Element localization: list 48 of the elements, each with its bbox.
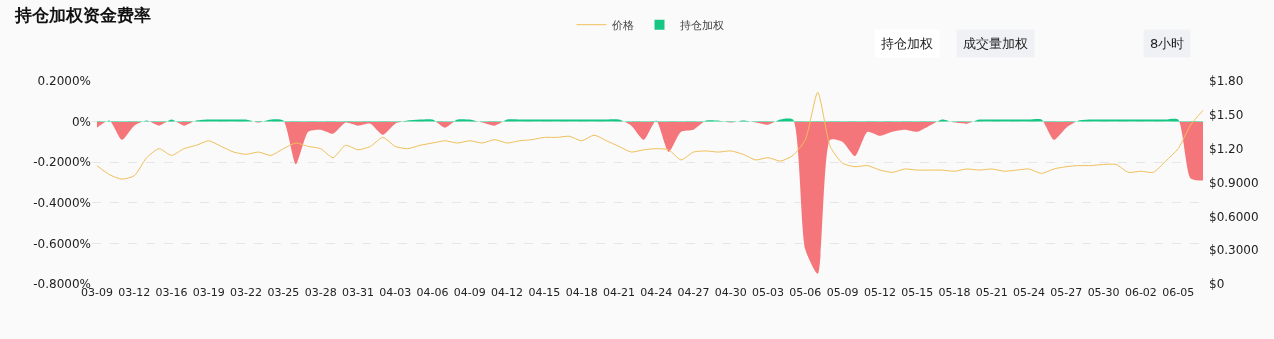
x-tick-label: 04-03 <box>379 286 412 299</box>
x-tick-label: 04-27 <box>677 286 710 299</box>
legend-label: 持仓加权 <box>679 18 724 32</box>
y2-tick-label: $0 <box>1209 277 1225 292</box>
x-tick-label: 05-30 <box>1087 286 1120 299</box>
y2-tick-label: $0.6000 <box>1209 209 1259 224</box>
x-tick-label: 05-03 <box>752 286 785 299</box>
x-tick-label: 05-09 <box>826 286 859 299</box>
text: 8小时 <box>1150 36 1185 51</box>
x-tick-label: 03-19 <box>192 286 225 299</box>
text: 成交量加权 <box>963 36 1028 51</box>
text: 持仓加权 <box>881 36 933 51</box>
x-tick-label: 04-09 <box>453 286 486 299</box>
y-tick-label: 0.2000% <box>37 74 91 89</box>
y2-tick-label: $1.80 <box>1209 74 1244 89</box>
x-tick-label: 05-21 <box>975 286 1008 299</box>
x-tick-label: 04-15 <box>528 286 561 299</box>
x-tick-label: 03-12 <box>118 286 151 299</box>
x-tick-label: 05-15 <box>901 286 934 299</box>
y2-tick-label: $1.20 <box>1209 141 1244 156</box>
x-tick-label: 03-22 <box>230 286 263 299</box>
chart-title: 持仓加权资金费率 <box>14 5 152 26</box>
x-tick-label: 05-06 <box>789 286 822 299</box>
x-tick-label: 03-25 <box>267 286 300 299</box>
x-tick-label: 06-05 <box>1162 286 1195 299</box>
x-tick-label: 04-24 <box>640 286 673 299</box>
x-tick-label: 04-30 <box>714 286 747 299</box>
legend-label: 价格 <box>610 18 634 32</box>
y2-tick-label: $1.50 <box>1209 108 1244 123</box>
y-tick-label: -0.4000% <box>33 196 91 210</box>
x-tick-label: 04-06 <box>416 286 449 299</box>
x-tick-label: 05-18 <box>938 286 971 299</box>
x-tick-label: 03-28 <box>304 286 337 299</box>
x-tick-label: 06-02 <box>1124 286 1157 299</box>
y2-tick-label: $0.9000 <box>1209 175 1259 190</box>
x-tick-label: 03-16 <box>155 286 188 299</box>
x-tick-label: 05-24 <box>1013 286 1046 299</box>
y-tick-label: 0% <box>71 114 91 129</box>
x-tick-label: 03-31 <box>341 286 374 299</box>
y-tick-label: -0.6000% <box>33 236 91 251</box>
y-tick-label: -0.2000% <box>33 155 91 170</box>
x-tick-label: 04-12 <box>491 286 524 299</box>
x-tick-label: 05-27 <box>1050 286 1083 299</box>
line-series <box>96 91 1204 180</box>
x-tick-label: 05-12 <box>863 286 896 299</box>
x-tick-label: 04-21 <box>602 286 635 299</box>
x-tick-label: 04-18 <box>565 286 598 299</box>
y2-tick-label: $0.3000 <box>1209 243 1259 258</box>
